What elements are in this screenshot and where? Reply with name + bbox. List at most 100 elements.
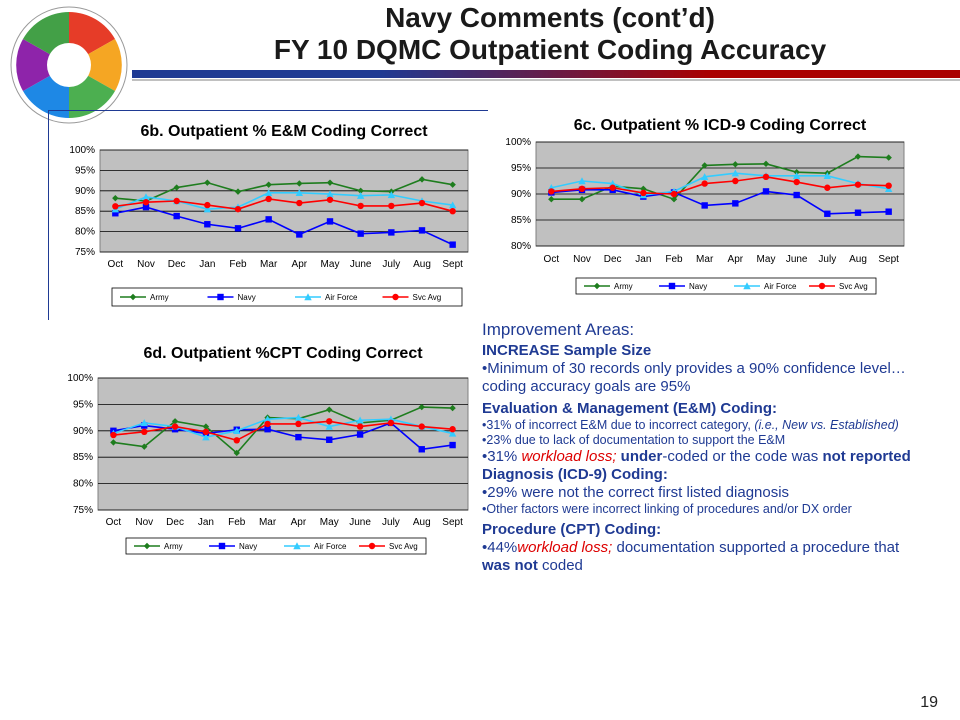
data-point: [578, 185, 586, 192]
data-point: [854, 153, 862, 160]
x-tick-label: Mar: [259, 517, 277, 528]
data-point: [325, 422, 333, 430]
y-tick-label: 100%: [69, 145, 95, 156]
data-point: [824, 184, 831, 191]
notes-icd-bullet2: •Other factors were incorrect linking of…: [482, 502, 852, 517]
x-tick-label: Jan: [199, 259, 215, 270]
legend-marker: [392, 293, 399, 301]
data-point: [233, 427, 241, 434]
data-point: [110, 439, 117, 446]
x-tick-label: Apr: [728, 254, 744, 265]
improvement-notes: Improvement Areas: INCREASE Sample Size …: [482, 320, 922, 575]
frame-left-line: [48, 110, 49, 320]
data-point: [264, 426, 271, 433]
y-tick-label: 95%: [75, 165, 95, 176]
data-point: [112, 203, 119, 210]
x-tick-label: May: [757, 254, 776, 265]
data-point: [387, 419, 395, 427]
notes-em-head: Evaluation & Management (E&M) Coding:: [482, 400, 778, 418]
data-point: [387, 191, 396, 199]
data-point: [142, 199, 150, 206]
conference-logo: [10, 6, 128, 124]
x-tick-label: Aug: [413, 259, 431, 270]
data-point: [265, 216, 272, 223]
series-line-navy: [115, 206, 454, 246]
notes-heading: Improvement Areas:: [482, 320, 635, 339]
data-point: [418, 176, 426, 183]
legend-marker: [743, 282, 751, 290]
data-point: [264, 420, 271, 428]
y-tick-label: 95%: [73, 399, 93, 410]
y-tick-label: 75%: [75, 247, 95, 258]
x-tick-label: Apr: [292, 259, 308, 270]
notes-cpt-bullet1: •44%workload loss; documentation support…: [482, 539, 922, 575]
data-point: [388, 202, 395, 210]
data-point: [608, 179, 617, 187]
x-tick-label: June: [350, 259, 372, 270]
data-point: [112, 194, 119, 202]
x-tick-label: Jan: [635, 254, 651, 265]
data-point: [732, 200, 739, 207]
y-tick-label: 100%: [505, 137, 531, 148]
series-line-army: [115, 178, 453, 202]
data-point: [670, 190, 678, 198]
data-point: [234, 205, 242, 213]
data-point: [792, 172, 801, 179]
data-point: [418, 446, 425, 453]
data-point: [885, 208, 892, 215]
legend-marker: [593, 282, 601, 290]
x-tick-label: Dec: [166, 517, 184, 528]
y-tick-label: 80%: [511, 241, 531, 252]
x-tick-label: June: [786, 254, 808, 265]
x-tick-label: Dec: [168, 259, 186, 270]
legend-marker: [218, 542, 226, 550]
cpt-bullet1-b: documentation supported a procedure that: [612, 539, 900, 557]
x-tick-label: Sept: [442, 517, 463, 528]
data-point: [233, 437, 240, 444]
plot-area: [97, 377, 469, 511]
data-point: [762, 188, 770, 195]
data-point: [234, 188, 242, 195]
data-point: [793, 178, 800, 186]
data-point: [265, 181, 272, 188]
notes-em-bullet3: •31% workload loss; under-coded or the c…: [482, 448, 922, 466]
legend-label: Air Force: [314, 542, 347, 551]
y-tick-label: 90%: [511, 189, 531, 200]
data-point: [418, 403, 425, 411]
x-tick-label: Nov: [137, 259, 155, 270]
em-bullet3-red: workload loss;: [521, 448, 617, 466]
x-tick-label: May: [321, 259, 340, 270]
data-point: [295, 189, 304, 197]
x-tick-label: Feb: [228, 517, 246, 528]
data-point: [388, 229, 395, 236]
notes-em-bullet2: •23% due to lack of documentation to sup…: [482, 433, 786, 448]
data-point: [418, 199, 426, 207]
x-tick-label: Nov: [135, 517, 153, 528]
x-tick-label: July: [382, 517, 400, 528]
frame-top-line: [48, 110, 488, 111]
data-point: [264, 189, 273, 197]
data-point: [204, 221, 211, 228]
data-point: [171, 423, 179, 430]
legend-label: Svc Avg: [413, 293, 442, 302]
series-line-navy: [113, 421, 453, 451]
data-point: [357, 230, 364, 237]
x-tick-label: Aug: [413, 517, 431, 528]
cpt-bullet1-d: coded: [537, 557, 583, 575]
data-point: [762, 160, 770, 168]
chart-6c-icd9: 6c. Outpatient % ICD-9 Coding Correct 80%…: [486, 104, 946, 304]
data-point: [296, 180, 303, 187]
data-point: [296, 231, 303, 238]
data-point: [701, 202, 708, 209]
data-point: [449, 404, 456, 412]
data-point: [296, 199, 303, 207]
data-point: [141, 443, 148, 450]
chart-6d-cpt: 6d. Outpatient %CPT Coding Correct 75% 80%…: [52, 330, 482, 560]
legend-label: Navy: [689, 282, 707, 291]
data-point: [357, 187, 364, 194]
data-point: [578, 196, 586, 203]
legend-box: [575, 277, 877, 295]
legend-label: Svc Avg: [839, 282, 868, 291]
data-point: [326, 436, 333, 443]
legend-label: Navy: [238, 293, 256, 302]
